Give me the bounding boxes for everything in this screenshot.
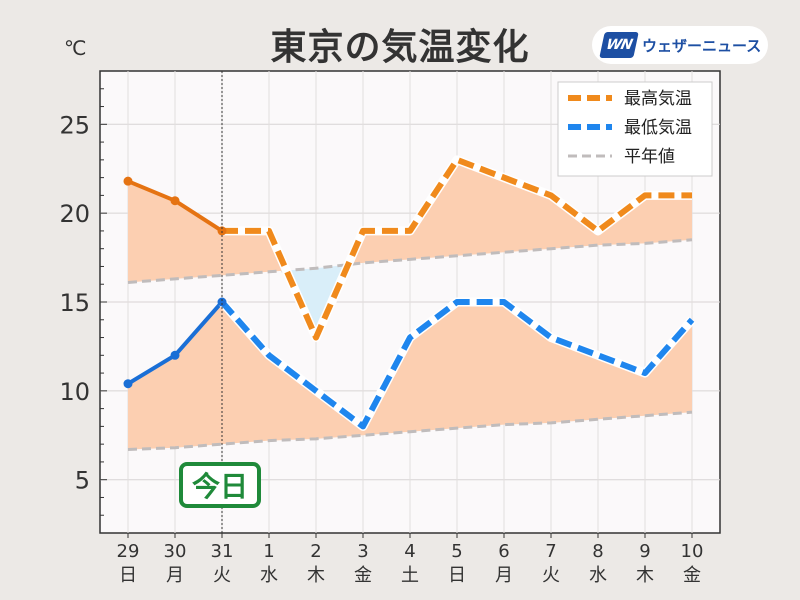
x-tick-day: 7 bbox=[545, 541, 556, 562]
x-tick-weekday: 木 bbox=[307, 565, 325, 586]
x-tick-weekday: 火 bbox=[213, 565, 231, 586]
legend-normal-label: 平年値 bbox=[624, 147, 675, 167]
logo-text: ウェザーニュース bbox=[642, 36, 762, 55]
x-tick-day: 4 bbox=[404, 541, 415, 562]
x-tick-weekday: 日 bbox=[448, 565, 466, 586]
y-tick-label: 15 bbox=[59, 289, 90, 317]
axis-ticks: 5 10 15 20 25 29 日 30 月 31 火 1 水 2 木 3 金 4 土 5 日 6 月 7 火 8 水 9 木 10 金 bbox=[59, 88, 704, 586]
low-fill-segment bbox=[269, 355, 316, 441]
x-tick-day: 29 bbox=[117, 541, 140, 562]
high-fill-segment bbox=[645, 195, 692, 244]
x-tick-day: 30 bbox=[164, 541, 187, 562]
high-point bbox=[170, 196, 180, 206]
x-tick-day: 2 bbox=[310, 541, 321, 562]
normal-high-line bbox=[127, 238, 693, 284]
x-tick-day: 5 bbox=[451, 541, 462, 562]
low-fill-segment bbox=[410, 302, 457, 432]
x-tick-weekday: 木 bbox=[636, 565, 654, 586]
series-lines bbox=[126, 155, 696, 431]
x-tick-weekday: 火 bbox=[542, 565, 560, 586]
low-fill-segment bbox=[222, 302, 269, 445]
normal-lines bbox=[127, 238, 693, 451]
x-tick-weekday: 月 bbox=[166, 565, 184, 586]
high-fill-segment bbox=[175, 200, 222, 279]
x-tick-day: 3 bbox=[357, 541, 368, 562]
x-tick-weekday: 水 bbox=[260, 565, 278, 586]
low-fill-segment bbox=[175, 302, 222, 448]
y-tick-label: 5 bbox=[75, 467, 90, 495]
low-fill-segment bbox=[457, 302, 504, 429]
y-tick-label: 25 bbox=[59, 111, 90, 139]
x-tick-weekday: 金 bbox=[683, 565, 701, 586]
x-tick-weekday: 日 bbox=[119, 565, 137, 586]
x-tick-day: 9 bbox=[639, 541, 650, 562]
high-fill-segment bbox=[504, 177, 551, 253]
high-point bbox=[217, 226, 227, 236]
low-fill-segment bbox=[551, 337, 598, 423]
series-markers bbox=[123, 176, 227, 389]
legend-high-label: 最高気温 bbox=[624, 89, 692, 109]
high-fill-segment bbox=[128, 181, 175, 283]
high-fill-segment bbox=[363, 230, 410, 263]
weathernews-logo: WN ウェザーニュース bbox=[592, 26, 768, 64]
high-point bbox=[123, 176, 133, 186]
normal-low-line bbox=[127, 410, 693, 451]
x-tick-day: 6 bbox=[498, 541, 509, 562]
low-forecast-line bbox=[219, 299, 695, 430]
legend: 最高気温 最低気温 平年値 bbox=[557, 81, 713, 177]
low-fill-segment bbox=[645, 319, 692, 416]
low-point bbox=[123, 379, 133, 389]
chart-title: 東京の気温変化 bbox=[270, 27, 530, 68]
x-tick-day: 1 bbox=[263, 541, 274, 562]
x-tick-day: 8 bbox=[592, 541, 603, 562]
legend-low-label: 最低気温 bbox=[624, 118, 692, 138]
high-fill-segment bbox=[222, 230, 269, 276]
x-tick-weekday: 水 bbox=[589, 565, 607, 586]
y-axis-unit: ℃ bbox=[64, 36, 87, 60]
x-tick-day: 10 bbox=[681, 541, 704, 562]
y-tick-label: 10 bbox=[59, 378, 90, 406]
high-forecast-line bbox=[222, 156, 692, 341]
y-tick-label: 20 bbox=[59, 200, 90, 228]
x-tick-weekday: 月 bbox=[495, 565, 513, 586]
low-point bbox=[217, 297, 227, 307]
low-point bbox=[170, 350, 180, 360]
high-fill-segment bbox=[457, 159, 504, 256]
today-badge: 今日 bbox=[179, 462, 261, 508]
x-tick-weekday: 土 bbox=[401, 565, 419, 586]
x-tick-weekday: 金 bbox=[354, 565, 372, 586]
x-tick-day: 31 bbox=[211, 541, 234, 562]
legend-box bbox=[557, 81, 713, 177]
